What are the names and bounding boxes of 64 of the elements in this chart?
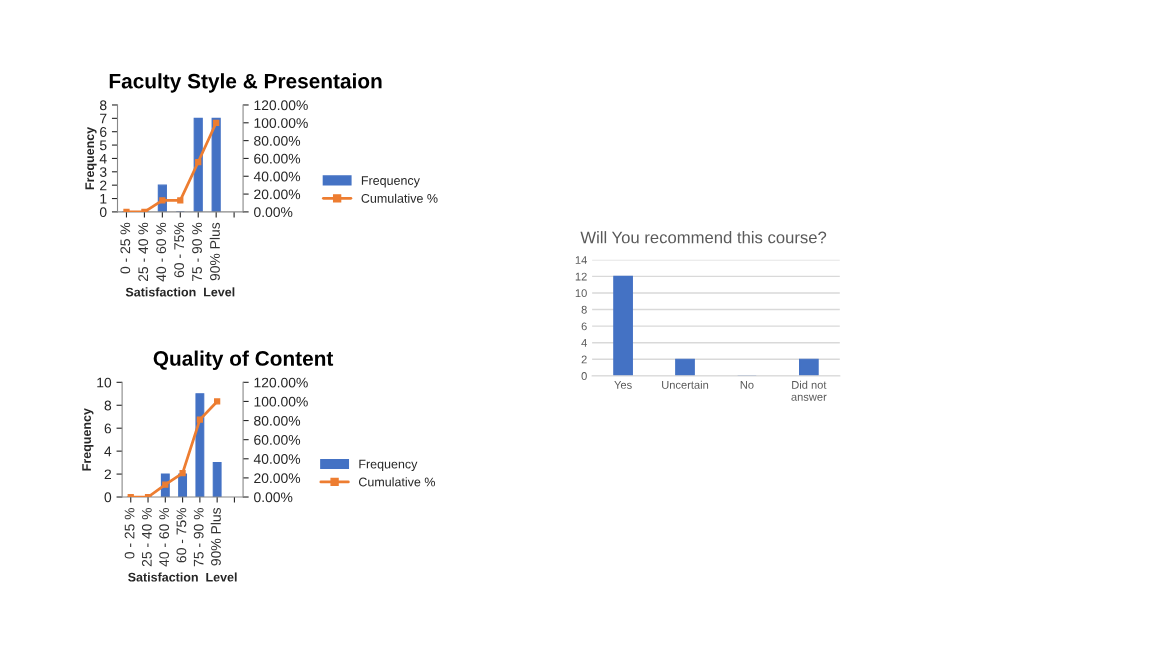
y-tick-label: 14 [575, 256, 587, 264]
legend-label: Cumulative % [361, 193, 438, 203]
y-tick-label: 5 [99, 140, 107, 151]
x-tick-label: 90% Plus [209, 222, 220, 281]
y-axis-title: Frequency [85, 126, 97, 190]
y-tick-label: 7 [100, 113, 107, 124]
y2-tick-label: 60.00% [254, 153, 301, 164]
x-tick-label: 0 - 25 % [120, 222, 131, 274]
legend-label: Frequency [361, 176, 420, 188]
y-tick-label: 10 [97, 377, 112, 388]
y-tick-label: 6 [581, 322, 587, 331]
x-axis-title: Satisfaction Level [128, 572, 237, 582]
y-tick-label: 2 [581, 355, 587, 364]
x-tick-label: 90% Plus [210, 507, 221, 566]
y2-tick-label: 80.00% [254, 135, 301, 146]
x-tick-label: 75 - 90 % [192, 222, 202, 282]
y-tick-label: 12 [575, 272, 587, 281]
chart-title: Faculty Style & Presentaion [109, 73, 382, 93]
x-tick-label: 60 - 75% [176, 507, 187, 563]
y-tick-label: 8 [581, 305, 587, 314]
x-tick-label: 0 - 25 % [124, 507, 135, 559]
y2-tick-label: 100.00% [254, 118, 308, 128]
y-tick-label: 8 [104, 400, 112, 411]
y2-tick-label: 120.00% [254, 377, 308, 388]
y2-tick-label: 80.00% [254, 415, 301, 426]
x-tick-label: Yes [614, 381, 632, 389]
y2-tick-label: 120.00% [254, 100, 308, 111]
y-tick-label: 4 [581, 339, 587, 347]
y2-tick-label: 60.00% [254, 435, 301, 445]
legend-label: Cumulative % [358, 477, 436, 487]
y2-tick-label: 0.00% [254, 492, 293, 503]
y-tick-label: 6 [100, 127, 107, 137]
y2-tick-label: 100.00% [254, 396, 308, 407]
y2-tick-label: 0.00% [254, 207, 293, 218]
y-tick-label: 0 [581, 372, 587, 380]
y2-tick-label: 40.00% [253, 171, 301, 182]
y2-tick-label: 20.00% [254, 189, 301, 200]
x-tick-label: Did not answer [791, 380, 827, 401]
x-tick-label: 25 - 40 % [141, 507, 152, 567]
x-tick-label: 40 - 60 % [159, 507, 170, 567]
x-tick-label: Uncertain [662, 380, 709, 389]
y-tick-label: 0 [99, 207, 107, 218]
y-tick-label: 8 [99, 100, 107, 111]
y-tick-label: 1 [100, 194, 107, 204]
x-tick-label: 40 - 60 % [156, 222, 167, 282]
x-tick-label: No [740, 381, 754, 389]
y-tick-label: 0 [104, 492, 112, 503]
x-tick-label: 75 - 90 % [193, 507, 204, 567]
legend-label: Frequency [359, 459, 418, 471]
chart-title: Quality of Content [153, 350, 334, 370]
y-tick-label: 6 [104, 423, 112, 434]
y2-tick-label: 20.00% [254, 473, 301, 484]
y-tick-label: 4 [99, 153, 107, 164]
y-tick-label: 3 [99, 167, 107, 177]
x-tick-label: 60 - 75% [174, 222, 185, 278]
y2-tick-label: 40.00% [253, 454, 301, 464]
chart-title: Will You recommend this course? [580, 231, 827, 244]
x-axis-title: Satisfaction Level [125, 287, 235, 297]
y-tick-label: 2 [100, 180, 107, 191]
y-tick-label: 10 [575, 289, 587, 298]
y-axis-title: Frequency [82, 408, 94, 471]
x-tick-label: 25 - 40 % [138, 222, 149, 282]
y-tick-label: 2 [104, 469, 111, 480]
y-tick-label: 4 [104, 446, 112, 457]
